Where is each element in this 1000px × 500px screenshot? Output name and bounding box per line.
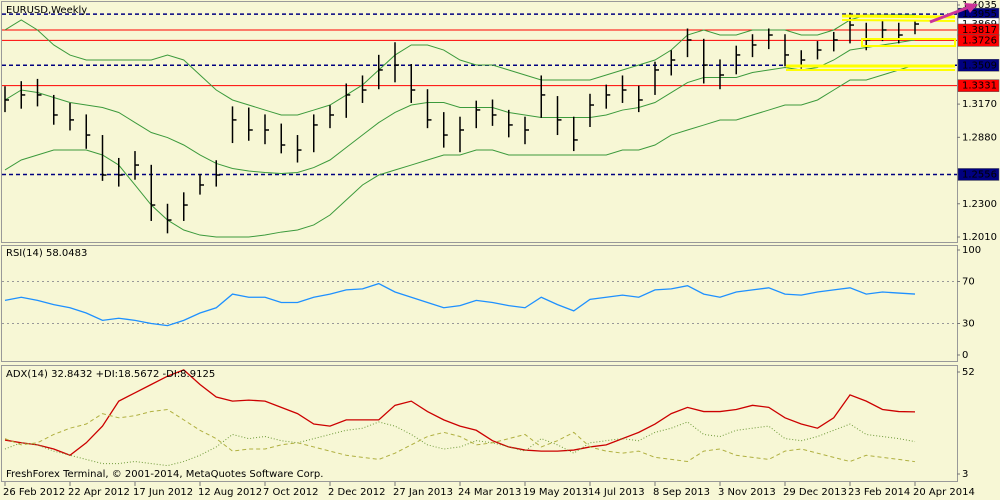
bollinger-band bbox=[4, 14, 915, 116]
x-tick-label: 8 Sep 2013 bbox=[653, 487, 710, 498]
y-tick-label: 52 bbox=[962, 367, 975, 378]
level-box bbox=[957, 168, 1000, 181]
rsi-panel bbox=[1, 245, 958, 362]
level-label: 1.2556 bbox=[962, 169, 997, 180]
indicator-line bbox=[4, 369, 916, 457]
level-box bbox=[957, 59, 1000, 72]
arrow-head bbox=[964, 3, 978, 13]
x-tick-label: 2 Dec 2012 bbox=[328, 487, 386, 498]
chart-title: RSI(14) 58.0483 bbox=[6, 248, 87, 259]
y-tick-label: 3 bbox=[962, 469, 968, 480]
level-box bbox=[957, 79, 1000, 92]
x-tick-label: 12 Aug 2012 bbox=[198, 487, 262, 498]
x-tick-label: 3 Nov 2013 bbox=[718, 487, 776, 498]
bollinger-band bbox=[4, 64, 916, 238]
level-box bbox=[957, 34, 1000, 47]
footer: FreshForex Terminal, © 2001-2014, MetaQu… bbox=[6, 469, 323, 480]
x-tick-label: 29 Dec 2013 bbox=[783, 487, 847, 498]
indicator-line bbox=[4, 282, 916, 327]
y-tick-label: 1.2880 bbox=[962, 132, 997, 143]
chart-title: ADX(14) 32.8432 +DI:18.5672 -DI:8.9125 bbox=[6, 369, 215, 380]
y-tick-label: 1.2010 bbox=[962, 232, 997, 243]
level-label: 1.3509 bbox=[962, 60, 997, 71]
x-tick-label: 19 May 2013 bbox=[523, 487, 588, 498]
y-tick-label: 1.3170 bbox=[962, 99, 997, 110]
y-tick-label: 100 bbox=[962, 245, 981, 256]
y-tick-label: 1.4035 bbox=[962, 0, 997, 11]
bollinger-band bbox=[4, 39, 916, 175]
x-tick-label: 23 Feb 2014 bbox=[848, 487, 910, 498]
level-label: 1.3955 bbox=[962, 9, 997, 20]
x-tick-label: 20 Apr 2014 bbox=[913, 487, 975, 498]
x-tick-label: 7 Oct 2012 bbox=[263, 487, 318, 498]
adx-panel bbox=[1, 365, 958, 482]
y-tick-label: 70 bbox=[962, 277, 975, 288]
annotations bbox=[786, 3, 978, 71]
highlight-line bbox=[841, 14, 956, 19]
chart-title: EURUSD,Weekly bbox=[6, 5, 87, 16]
x-tick-label: 24 Mar 2013 bbox=[458, 487, 521, 498]
level-label: 1.3817 bbox=[962, 25, 997, 36]
highlight-box bbox=[861, 38, 956, 47]
level-label: 1.3331 bbox=[962, 81, 997, 92]
y-tick-label: 1.2300 bbox=[962, 199, 997, 210]
indicator-line bbox=[4, 408, 916, 463]
arrow bbox=[929, 4, 973, 24]
x-tick-label: 27 Jan 2013 bbox=[393, 487, 453, 498]
y-tick-label: 30 bbox=[962, 319, 975, 330]
x-tick-label: 17 Jun 2012 bbox=[133, 487, 193, 498]
price-panel bbox=[1, 1, 958, 243]
level-label: 1.3726 bbox=[962, 35, 997, 46]
x-tick-label: 22 Apr 2012 bbox=[68, 487, 130, 498]
x-tick-label: 14 Jul 2013 bbox=[588, 487, 645, 498]
indicator-line bbox=[4, 421, 916, 467]
y-tick-label: 0 bbox=[962, 350, 968, 361]
x-tick-label: 26 Feb 2012 bbox=[3, 487, 65, 498]
